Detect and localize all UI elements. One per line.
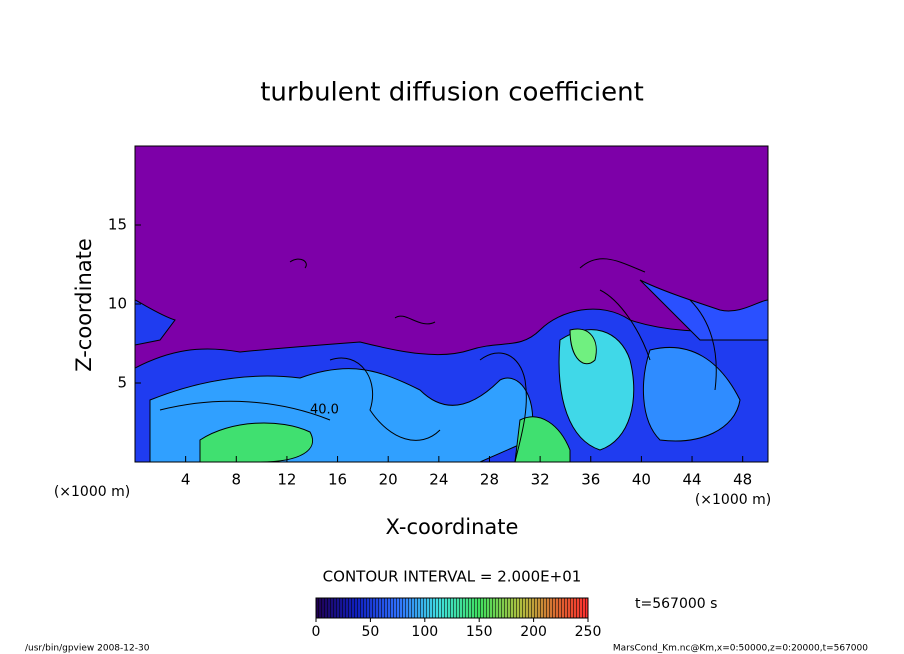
y-axis-label: Z-coordinate xyxy=(72,238,96,372)
time-label: t=567000 s xyxy=(635,596,717,612)
x-axis-label: X-coordinate xyxy=(386,515,519,539)
y-unit: (×1000 m) xyxy=(54,484,130,500)
x-unit: (×1000 m) xyxy=(695,492,771,508)
x-tick-label: 32 xyxy=(531,471,550,489)
footer-right: MarsCond_Km.nc@Km,x=0:50000,z=0:20000,t=… xyxy=(613,644,868,654)
y-tick-label: 5 xyxy=(117,374,127,392)
colorbar-tick-label: 150 xyxy=(466,624,493,640)
colorbar-stripes xyxy=(315,597,589,619)
contour-label: 40.0 xyxy=(310,403,339,418)
footer-left: /usr/bin/gpview 2008-12-30 xyxy=(25,644,150,654)
contour-interval: CONTOUR INTERVAL = 2.000E+01 xyxy=(323,568,582,586)
contour-field xyxy=(135,146,768,462)
x-tick-label: 16 xyxy=(328,471,347,489)
colorbar-tick-label: 100 xyxy=(411,624,438,640)
x-tick-label: 28 xyxy=(480,471,499,489)
x-tick-label: 40 xyxy=(632,471,651,489)
x-tick-label: 44 xyxy=(682,471,701,489)
colorbar-tick-label: 200 xyxy=(520,624,547,640)
chart-title: turbulent diffusion coefficient xyxy=(260,78,644,108)
colorbar-tick-label: 250 xyxy=(575,624,602,640)
x-tick-label: 8 xyxy=(232,471,242,489)
y-tick-label: 10 xyxy=(108,295,127,313)
x-tick-label: 4 xyxy=(181,471,191,489)
x-tick-label: 24 xyxy=(429,471,448,489)
x-tick-label: 20 xyxy=(379,471,398,489)
colorbar-tick-label: 0 xyxy=(312,624,321,640)
colorbar-tick-label: 50 xyxy=(361,624,379,640)
x-tick-label: 36 xyxy=(581,471,600,489)
x-tick-label: 12 xyxy=(277,471,296,489)
x-tick-label: 48 xyxy=(733,471,752,489)
y-tick-label: 15 xyxy=(108,216,127,234)
